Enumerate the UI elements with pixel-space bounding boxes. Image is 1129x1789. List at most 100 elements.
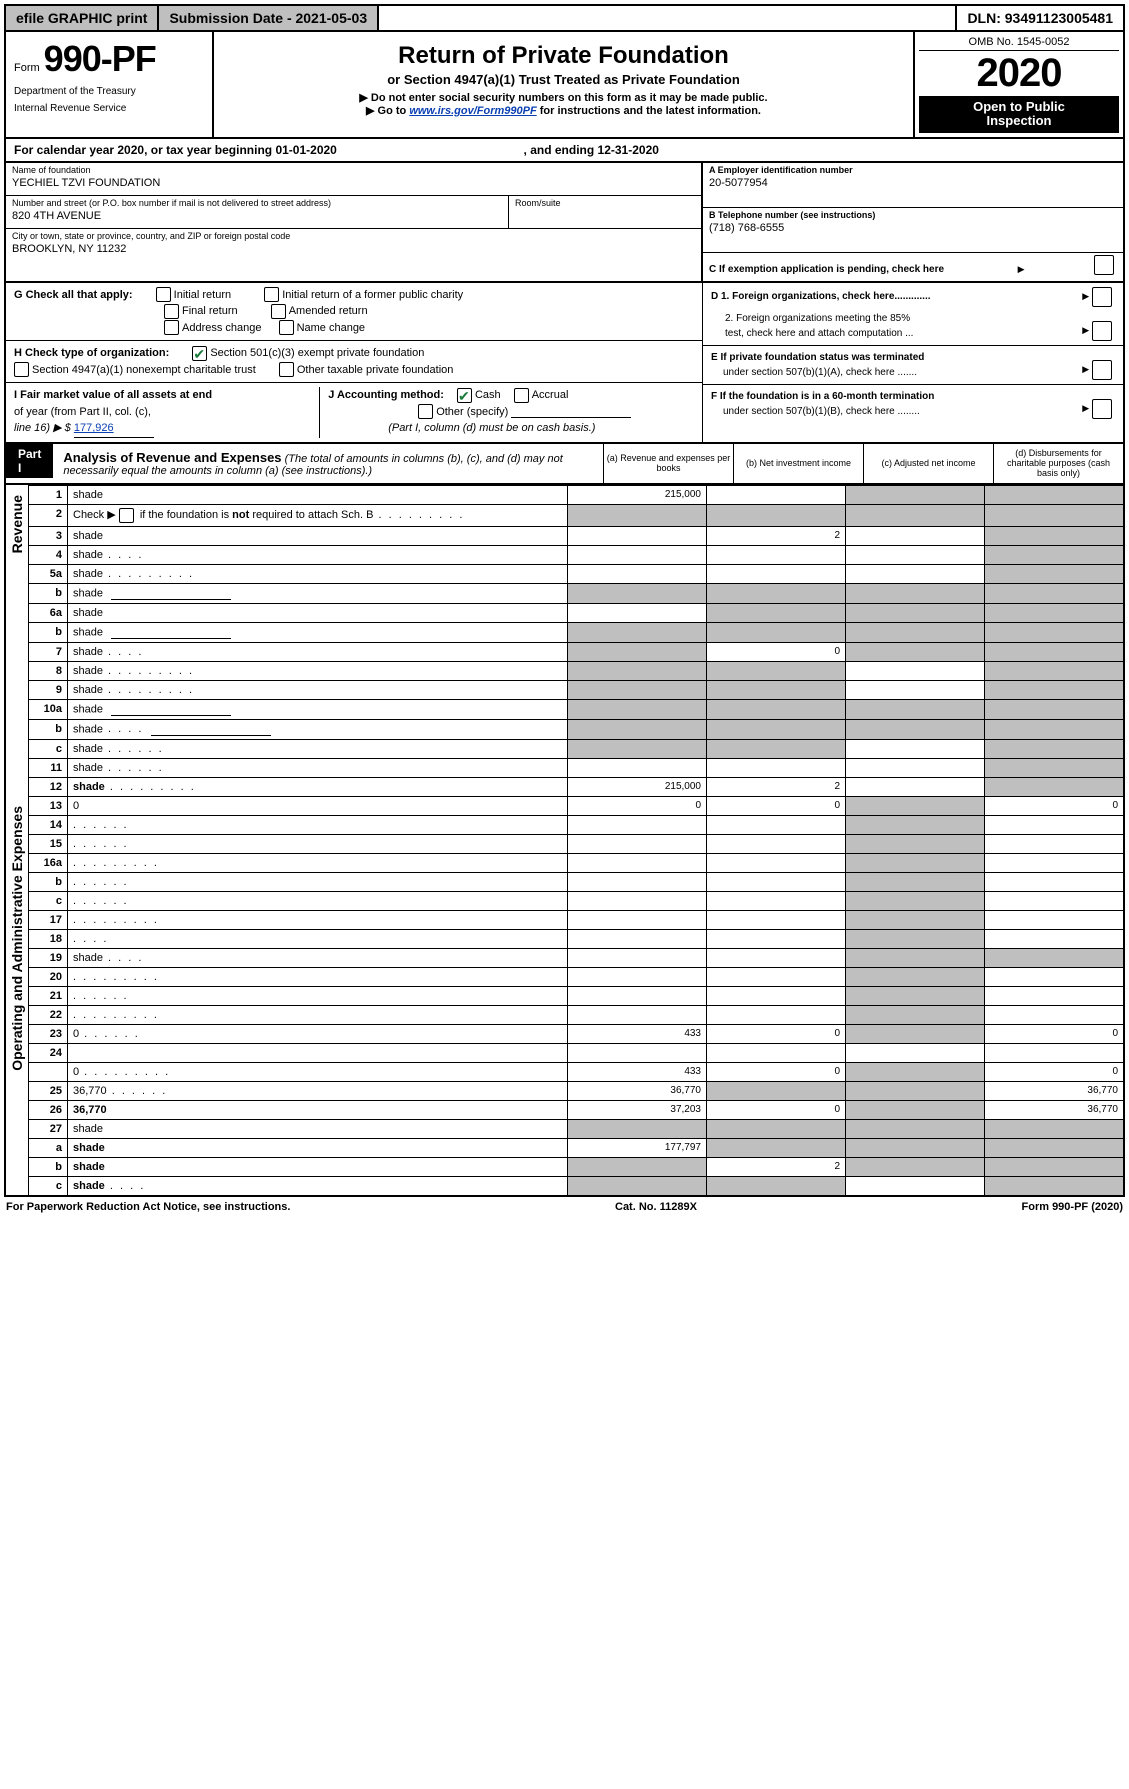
table-cell bbox=[985, 603, 1125, 622]
table-cell bbox=[846, 719, 985, 739]
line-number: 6a bbox=[29, 603, 68, 622]
table-cell bbox=[568, 986, 707, 1005]
table-cell bbox=[846, 1157, 985, 1176]
name-change-checkbox[interactable] bbox=[279, 320, 294, 335]
foreign-85-checkbox[interactable] bbox=[1092, 321, 1112, 341]
omb-number: OMB No. 1545-0052 bbox=[919, 36, 1119, 51]
ghij-left: G Check all that apply: Initial return I… bbox=[6, 283, 703, 442]
catalog-number: Cat. No. 11289X bbox=[615, 1201, 697, 1213]
table-cell bbox=[707, 719, 846, 739]
table-row: 24 bbox=[5, 1043, 1124, 1062]
line-description: 0 bbox=[68, 1024, 568, 1043]
line-number: b bbox=[29, 1157, 68, 1176]
table-cell bbox=[985, 986, 1125, 1005]
i-label2: of year (from Part II, col. (c), bbox=[14, 406, 151, 418]
table-cell: 433 bbox=[568, 1024, 707, 1043]
header-right: OMB No. 1545-0052 2020 Open to PublicIns… bbox=[915, 32, 1123, 137]
line-description bbox=[68, 929, 568, 948]
tax-year: 2020 bbox=[919, 51, 1119, 96]
table-row: 20 bbox=[5, 967, 1124, 986]
table-cell bbox=[985, 661, 1125, 680]
table-cell bbox=[707, 967, 846, 986]
table-cell: 37,203 bbox=[568, 1100, 707, 1119]
4947a1-checkbox[interactable] bbox=[14, 362, 29, 377]
arrow-icon bbox=[1078, 403, 1089, 414]
table-cell bbox=[985, 622, 1125, 642]
table-row: bshade2 bbox=[5, 1157, 1124, 1176]
line-number: 1 bbox=[29, 485, 68, 504]
table-row: 10ashade bbox=[5, 699, 1124, 719]
table-cell bbox=[985, 1176, 1125, 1196]
table-cell bbox=[568, 526, 707, 545]
table-cell bbox=[846, 948, 985, 967]
initial-return-former-checkbox[interactable] bbox=[264, 287, 279, 302]
table-cell bbox=[846, 872, 985, 891]
table-cell: 433 bbox=[568, 1062, 707, 1081]
table-cell bbox=[985, 910, 1125, 929]
accrual-checkbox[interactable] bbox=[514, 388, 529, 403]
table-cell bbox=[568, 758, 707, 777]
line-number: 9 bbox=[29, 680, 68, 699]
table-cell bbox=[985, 1005, 1125, 1024]
exemption-checkbox[interactable] bbox=[1094, 255, 1114, 275]
table-cell bbox=[707, 622, 846, 642]
line-description: shade bbox=[68, 758, 568, 777]
e-row: E If private foundation status was termi… bbox=[703, 346, 1123, 385]
table-cell bbox=[846, 1024, 985, 1043]
other-taxable-checkbox[interactable] bbox=[279, 362, 294, 377]
line-description: Check ▶ if the foundation is not require… bbox=[68, 504, 568, 526]
foreign-org-checkbox[interactable] bbox=[1092, 287, 1112, 307]
initial-return-checkbox[interactable] bbox=[156, 287, 171, 302]
table-cell bbox=[985, 853, 1125, 872]
sch-b-checkbox[interactable] bbox=[119, 508, 134, 523]
form-label: Form bbox=[14, 62, 40, 74]
line-number: 2 bbox=[29, 504, 68, 526]
table-cell bbox=[568, 1157, 707, 1176]
table-row: 6ashade bbox=[5, 603, 1124, 622]
table-cell bbox=[846, 642, 985, 661]
table-row: 2Check ▶ if the foundation is not requir… bbox=[5, 504, 1124, 526]
line-description: shade bbox=[68, 583, 568, 603]
table-row: 2536,77036,77036,770 bbox=[5, 1081, 1124, 1100]
table-cell bbox=[568, 545, 707, 564]
address-change-checkbox[interactable] bbox=[164, 320, 179, 335]
line-description: shade bbox=[68, 948, 568, 967]
name-label: Name of foundation bbox=[12, 165, 695, 175]
line-description: shade bbox=[68, 661, 568, 680]
table-cell bbox=[707, 872, 846, 891]
final-return-checkbox[interactable] bbox=[164, 304, 179, 319]
form-header: Form 990-PF Department of the Treasury I… bbox=[4, 32, 1125, 139]
line-description: shade bbox=[68, 739, 568, 758]
table-row: 12shade215,0002 bbox=[5, 777, 1124, 796]
other-method-checkbox[interactable] bbox=[418, 404, 433, 419]
cash-checkbox[interactable] bbox=[457, 388, 472, 403]
line-description: 36,770 bbox=[68, 1100, 568, 1119]
table-cell bbox=[568, 564, 707, 583]
501c3-checkbox[interactable] bbox=[192, 346, 207, 361]
irs-link[interactable]: www.irs.gov/Form990PF bbox=[409, 105, 536, 117]
table-cell bbox=[846, 583, 985, 603]
line-number: 22 bbox=[29, 1005, 68, 1024]
table-cell bbox=[846, 796, 985, 815]
table-cell bbox=[846, 1005, 985, 1024]
efile-print-button[interactable]: efile GRAPHIC print bbox=[6, 6, 159, 30]
table-cell: 2 bbox=[707, 777, 846, 796]
table-cell bbox=[568, 642, 707, 661]
60month-checkbox[interactable] bbox=[1092, 399, 1112, 419]
table-cell bbox=[707, 948, 846, 967]
line-number: 11 bbox=[29, 758, 68, 777]
table-cell bbox=[568, 929, 707, 948]
city-label: City or town, state or province, country… bbox=[12, 231, 695, 241]
g-row: G Check all that apply: Initial return I… bbox=[6, 283, 702, 342]
terminated-checkbox[interactable] bbox=[1092, 360, 1112, 380]
line-description: shade bbox=[68, 564, 568, 583]
amended-return-checkbox[interactable] bbox=[271, 304, 286, 319]
table-cell bbox=[846, 853, 985, 872]
room-suite bbox=[515, 208, 695, 210]
table-cell bbox=[846, 680, 985, 699]
page-footer: For Paperwork Reduction Act Notice, see … bbox=[4, 1197, 1125, 1217]
table-row: 23043300 bbox=[5, 1024, 1124, 1043]
table-cell: 36,770 bbox=[985, 1081, 1125, 1100]
table-cell: 177,797 bbox=[568, 1138, 707, 1157]
line-description: shade bbox=[68, 1157, 568, 1176]
